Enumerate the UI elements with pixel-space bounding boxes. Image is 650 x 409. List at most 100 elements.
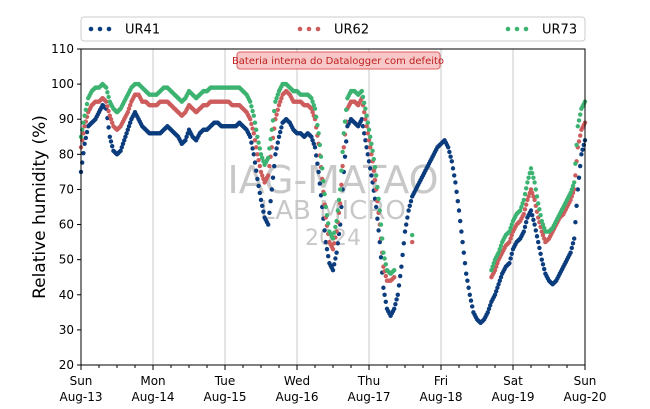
data-point (404, 222, 409, 227)
data-point (370, 148, 375, 154)
data-point (572, 236, 577, 241)
data-point (108, 117, 114, 122)
data-point (334, 218, 339, 224)
data-point (392, 268, 397, 273)
data-point (524, 220, 529, 225)
data-point (275, 140, 280, 145)
data-point (448, 154, 453, 159)
data-point (542, 225, 547, 231)
data-point (526, 194, 531, 199)
data-point (311, 141, 316, 146)
data-point (318, 193, 324, 198)
data-point (333, 224, 338, 230)
data-point (576, 118, 582, 123)
data-point (383, 273, 388, 279)
x-tick-label-date: Aug-18 (419, 390, 462, 404)
data-point (531, 217, 536, 223)
data-point (256, 157, 261, 163)
y-tick-label: 60 (59, 218, 74, 232)
data-point (274, 146, 279, 151)
legend-label: UR73 (542, 23, 577, 38)
data-point (368, 166, 373, 171)
data-point (359, 88, 364, 94)
data-point (399, 264, 404, 269)
data-point (369, 173, 374, 178)
data-point (532, 180, 537, 185)
y-axis: 20 30 40 50 60 70 80 90 100 110 (51, 42, 81, 372)
data-point (344, 139, 349, 144)
y-tick-label: 70 (59, 182, 74, 196)
data-point (408, 198, 414, 204)
data-point (326, 221, 331, 226)
data-point (330, 246, 336, 252)
data-point (120, 141, 126, 146)
data-point (106, 94, 111, 100)
data-point (470, 304, 475, 309)
data-point (465, 278, 470, 283)
data-point (532, 222, 537, 227)
legend-box (80, 16, 586, 42)
data-point (377, 239, 382, 245)
data-point (273, 152, 278, 157)
data-point (455, 198, 460, 204)
data-point (519, 204, 524, 210)
data-point (81, 150, 86, 156)
y-axis-label: Relative humidity (%) (30, 115, 50, 299)
data-point (528, 166, 534, 171)
data-point (464, 271, 469, 276)
data-point (108, 139, 114, 144)
data-point (456, 208, 462, 213)
data-point (255, 152, 260, 157)
x-tick-label-day: Sun (574, 374, 597, 388)
legend-item-UR73: UR73 (505, 23, 577, 38)
data-point (507, 229, 512, 234)
data-point (496, 282, 501, 287)
data-point (276, 102, 282, 108)
legend-item-UR41: UR41 (88, 23, 160, 38)
data-point (494, 289, 499, 294)
x-tick-label-date: Aug-14 (131, 390, 174, 404)
data-point (254, 127, 259, 132)
data-point (526, 175, 531, 180)
data-point (257, 146, 262, 151)
data-point (410, 239, 415, 245)
data-point (332, 230, 337, 235)
data-point (269, 127, 274, 132)
data-point (322, 228, 327, 233)
data-point (449, 159, 454, 164)
legend-marker (88, 26, 94, 32)
data-point (362, 131, 367, 136)
data-point (488, 303, 493, 308)
y-tick-label: 50 (59, 253, 74, 267)
data-point (82, 113, 87, 118)
data-point (360, 94, 366, 100)
data-point (574, 142, 579, 148)
data-point (378, 255, 384, 260)
data-point (467, 292, 472, 297)
data-point (569, 187, 574, 192)
data-point (107, 134, 113, 139)
data-point (310, 110, 315, 115)
data-point (248, 99, 253, 104)
data-point (532, 197, 537, 203)
data-point (83, 135, 89, 141)
data-point (317, 142, 322, 148)
legend-marker (315, 26, 321, 32)
data-point (521, 211, 526, 217)
data-point (341, 131, 346, 136)
data-point (340, 163, 345, 169)
data-point (461, 250, 466, 255)
data-point (332, 262, 337, 267)
data-point (123, 134, 128, 139)
data-point (110, 143, 115, 149)
data-point (321, 179, 326, 184)
data-point (492, 292, 498, 297)
data-point (396, 283, 402, 288)
data-point (248, 134, 253, 139)
data-point (496, 250, 501, 255)
data-point (450, 166, 456, 171)
data-point (322, 191, 327, 197)
annotation-box (236, 51, 441, 70)
data-point (332, 241, 337, 246)
legend: UR41 UR62 UR73 (80, 16, 586, 42)
